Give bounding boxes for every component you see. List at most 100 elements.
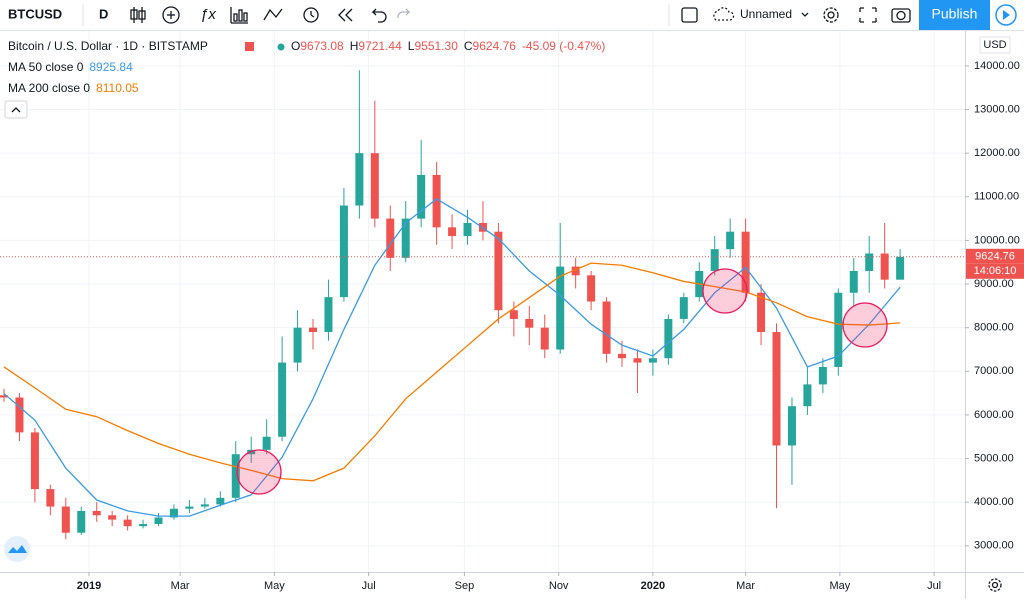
candle-body — [556, 266, 565, 350]
replay-icon-2[interactable] — [345, 8, 353, 22]
candle-body — [61, 506, 70, 533]
flag-icon[interactable] — [245, 42, 254, 51]
last-price-box — [966, 248, 1024, 264]
layout-name[interactable]: Unnamed — [740, 7, 792, 21]
templates-icon[interactable] — [263, 8, 283, 21]
toolbar — [0, 0, 1024, 30]
x-tick-label: Nov — [549, 580, 569, 592]
candle-body — [355, 153, 364, 206]
candle-body — [664, 318, 673, 359]
candle-body — [417, 174, 426, 219]
currency-label[interactable]: USD — [983, 39, 1006, 51]
candle-body — [772, 332, 781, 446]
candle-body — [834, 292, 843, 367]
cloud-icon[interactable] — [713, 7, 735, 21]
x-tick-label: Jul — [927, 580, 941, 592]
candle-body — [633, 358, 642, 363]
ma-legend: MA 50 close 0 8925.84 — [8, 60, 133, 74]
candle-body — [896, 256, 905, 280]
candle-body — [154, 517, 163, 525]
candle-body — [370, 153, 379, 219]
candle-body — [200, 504, 209, 507]
candle-body — [108, 515, 117, 520]
x-tick-label: Jul — [362, 580, 376, 592]
candle-body — [818, 366, 827, 385]
x-tick-label: Mar — [171, 580, 190, 592]
settings-icon[interactable] — [823, 7, 839, 23]
ohlc-change: -45.09 (-0.47%) — [522, 39, 605, 53]
ohlc-value: 9624.76 — [473, 39, 517, 53]
candle-body — [386, 218, 395, 258]
layout-dropdown[interactable] — [801, 12, 809, 17]
annotation-circle[interactable] — [702, 268, 748, 314]
candle-body — [309, 327, 318, 333]
currency-box — [979, 36, 1011, 54]
x-tick-label: Mar — [736, 580, 755, 592]
indicator-icon[interactable] — [162, 6, 180, 24]
y-tick-label: 5000.00 — [974, 452, 1014, 464]
candle-body — [278, 362, 287, 437]
y-tick-label: 6000.00 — [974, 409, 1014, 421]
candle-body — [648, 358, 657, 363]
ma-name: MA 50 close 0 — [8, 60, 84, 74]
alert-icon[interactable] — [303, 7, 319, 23]
candle-body — [432, 174, 441, 228]
candle-body — [602, 301, 611, 354]
y-tick-label: 13000.00 — [974, 103, 1020, 115]
annotation-circle[interactable] — [236, 449, 282, 495]
annotation-circle[interactable] — [842, 302, 888, 348]
candle-body — [618, 353, 627, 359]
ohlc-value: 9673.08 — [300, 39, 344, 53]
fx-icon[interactable]: ƒx — [200, 6, 216, 23]
candle-body — [803, 384, 812, 407]
candle-body — [77, 510, 86, 533]
replay-icon[interactable] — [338, 8, 346, 22]
x-tick-label: 2020 — [641, 580, 665, 592]
ohlc-legend: O9673.08 H9721.44 L9551.30 C9624.76 -45.09 (… — [291, 39, 605, 53]
candle-body — [324, 297, 333, 333]
candle-body — [216, 497, 225, 505]
candle-body — [448, 227, 457, 237]
candle-type-icon[interactable] — [130, 7, 146, 23]
y-tick-label: 12000.00 — [974, 147, 1020, 159]
x-tick-label: 2019 — [77, 580, 101, 592]
candle-body — [169, 508, 178, 518]
candle-body — [0, 395, 9, 398]
candle-body — [540, 327, 549, 350]
candle-body — [293, 327, 302, 363]
moving-average-line — [3, 198, 901, 517]
ohlc-value: 9721.44 — [358, 39, 402, 53]
screenshot-icon[interactable] — [891, 8, 911, 23]
candle-body — [757, 292, 766, 333]
candle-body — [787, 406, 796, 446]
maximize-icon[interactable] — [859, 7, 877, 23]
redo-icon — [397, 8, 411, 19]
interval[interactable]: D — [99, 6, 108, 21]
fullscreen-box-icon[interactable] — [681, 7, 698, 23]
undo-icon[interactable] — [371, 8, 387, 23]
candle-body — [880, 253, 889, 280]
candle-body — [494, 231, 503, 311]
collapse-legend[interactable] — [4, 100, 28, 119]
candle-body — [15, 397, 24, 433]
publish-button[interactable] — [919, 0, 990, 30]
candle-body — [185, 506, 194, 509]
symbol[interactable]: BTCUSD — [8, 6, 62, 21]
candle-body — [339, 205, 348, 298]
candle-body — [46, 489, 55, 507]
candle-body — [587, 275, 596, 302]
x-tick-label: May — [829, 580, 850, 592]
candle-body — [139, 524, 148, 527]
ohlc-key: H — [350, 39, 359, 53]
publish-label[interactable]: Publish — [932, 6, 978, 22]
compare-icon[interactable] — [230, 7, 248, 24]
candle-body — [726, 231, 735, 250]
candle-body — [262, 436, 271, 450]
chart-settings-icon[interactable] — [988, 578, 1002, 592]
y-tick-label: 10000.00 — [974, 234, 1020, 246]
moving-average-line — [3, 262, 901, 482]
candle-body — [30, 432, 39, 490]
y-tick-label: 3000.00 — [974, 540, 1014, 552]
side-panel-toggle[interactable] — [995, 4, 1017, 26]
